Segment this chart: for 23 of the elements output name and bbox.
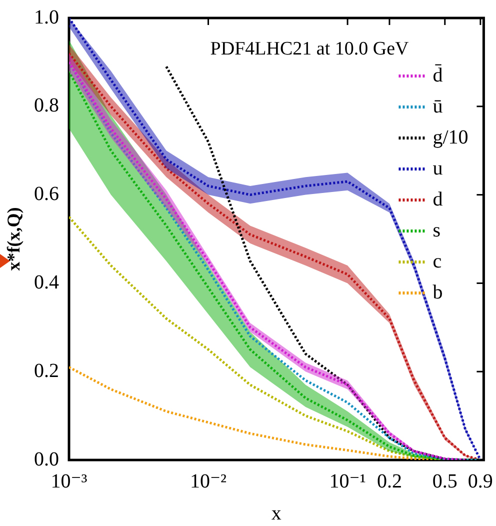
x-tick-label: 0.9 — [468, 470, 493, 492]
legend-label: g/10 — [432, 126, 468, 148]
y-tick-label: 0.2 — [34, 360, 59, 382]
y-axis-title: x*f(x,Q) — [3, 207, 24, 271]
x-tick-label: 10⁻¹ — [329, 470, 366, 492]
y-tick-label: 0.0 — [34, 448, 59, 470]
y-tick-label: 1.0 — [34, 6, 59, 28]
text: PDF4LHC21 at 10.0 GeV — [210, 38, 410, 60]
legend-label: ū — [432, 95, 443, 118]
y-tick-label: 0.6 — [34, 183, 59, 206]
legend-label: s — [432, 219, 441, 242]
x-tick-label: 0.2 — [376, 470, 402, 492]
legend-label: b — [432, 281, 443, 304]
x-axis-title: x — [271, 502, 282, 524]
legend-label: u — [432, 157, 443, 180]
y-tick-label: 0.8 — [34, 94, 59, 117]
x-tick-label: 0.5 — [432, 470, 458, 492]
y-tick-label: 0.4 — [34, 271, 59, 294]
legend-label: c — [432, 250, 442, 272]
legend-label: d̄ — [432, 64, 443, 86]
x-tick-label: 10⁻² — [190, 470, 227, 492]
x-tick-label: 10⁻³ — [50, 470, 88, 492]
legend-label: d — [432, 188, 443, 210]
